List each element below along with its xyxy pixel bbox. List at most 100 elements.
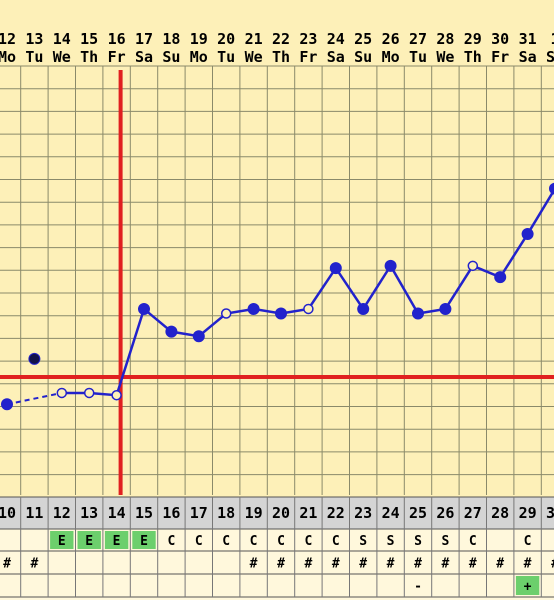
weekday-label: Fr [108, 48, 126, 66]
weekday-label: Sa [135, 48, 153, 66]
data-point [165, 325, 178, 338]
series-dashed-segment [6, 391, 63, 406]
cycle-day: 12 [53, 504, 71, 522]
mucus-cell: S [414, 534, 422, 549]
data-point [1, 398, 13, 411]
cycle-day: 29 [519, 504, 537, 522]
data-point [220, 308, 232, 319]
bottom-table: 10 11 12 13 14 15 16 17 18 19 20 21 22 23 24 25 26 27 28 29… [0, 496, 554, 600]
cycle-day: 18 [217, 504, 235, 522]
mucus-cell: C [167, 534, 175, 549]
date-label: 26 [382, 30, 400, 48]
weekday-label: Tu [409, 48, 427, 66]
mucus-cell: E [58, 534, 66, 549]
data-point [357, 302, 370, 315]
mark-cell: # [277, 557, 285, 572]
weekday-label: We [436, 48, 454, 66]
weekday-label: Su [162, 48, 180, 66]
date-label: 22 [272, 30, 290, 48]
mark-cell: # [496, 557, 504, 572]
mark-cell: # [3, 557, 11, 572]
data-point [28, 352, 41, 365]
cycle-day: 30 [546, 504, 554, 522]
data-point [111, 389, 122, 401]
date-label: 19 [190, 30, 208, 48]
weekday-label: Tu [217, 48, 235, 66]
cycle-day: 20 [272, 504, 290, 522]
mucus-cell: S [387, 534, 395, 549]
mark-cell: # [414, 557, 422, 572]
date-label: 17 [135, 30, 153, 48]
date-label: 18 [162, 30, 180, 48]
mucus-cell: C [195, 534, 203, 549]
weekday-label: Su [546, 48, 554, 66]
extra-cell: + [524, 580, 532, 595]
extra-cell: - [414, 580, 422, 595]
mucus-cell: E [140, 534, 148, 549]
date-label: 23 [299, 30, 317, 48]
mark-cell: # [441, 557, 449, 572]
cycle-day: 10 [0, 504, 16, 522]
data-point [439, 302, 452, 315]
mark-cell: # [30, 557, 38, 572]
data-point [494, 271, 507, 284]
weekday-label: Sa [519, 48, 537, 66]
weekday-label: Mo [190, 48, 208, 66]
data-point [56, 387, 68, 399]
cycle-day: 15 [135, 504, 153, 522]
weekday-label: Mo [0, 48, 16, 66]
data-point [303, 303, 314, 315]
cycle-day: 25 [409, 504, 427, 522]
weekday-label: Th [272, 48, 290, 66]
mucus-cell: C [222, 534, 230, 549]
weekday-label: We [245, 48, 263, 66]
date-header: 12Mo13Tu14We15Th16Fr17Sa18Su19Mo20Tu21We… [0, 30, 554, 66]
data-point [549, 182, 554, 195]
mucus-cell: S [441, 534, 449, 549]
cycle-day: 27 [464, 504, 482, 522]
weekday-label: Th [80, 48, 98, 66]
weekday-label: Su [354, 48, 372, 66]
data-point [467, 260, 479, 272]
date-label: 13 [25, 30, 43, 48]
mark-cell: # [524, 557, 532, 572]
weekday-label: Mo [382, 48, 400, 66]
date-label: 12 [0, 30, 16, 48]
reference-lines [0, 70, 554, 495]
mark-cell: # [359, 557, 367, 572]
data-point [412, 307, 424, 320]
mucus-cell: C [250, 534, 258, 549]
mucus-cell: E [113, 534, 121, 549]
mucus-cell-highlight [50, 531, 74, 549]
data-point [138, 302, 150, 315]
mucus-cell: C [304, 534, 312, 549]
date-label: 20 [217, 30, 235, 48]
weekday-label: Tu [25, 48, 43, 66]
mucus-cell-highlight [132, 531, 156, 549]
mark-cell: # [250, 557, 258, 572]
cycle-day: 23 [354, 504, 372, 522]
data-point [247, 302, 260, 315]
data-point [329, 262, 342, 275]
date-label: 29 [464, 30, 482, 48]
date-label: 24 [327, 30, 345, 48]
date-label: 1 [550, 30, 554, 48]
temperature-series [1, 182, 554, 411]
data-point [275, 307, 287, 320]
mucus-cell: E [85, 534, 93, 549]
mucus-cell: C [332, 534, 340, 549]
cycle-day: 14 [108, 504, 126, 522]
weekday-label: Fr [491, 48, 509, 66]
cycle-day: 28 [491, 504, 509, 522]
mucus-cell: C [524, 534, 532, 549]
date-label: 15 [80, 30, 98, 48]
weekday-label: We [53, 48, 71, 66]
cycle-day: 11 [25, 504, 43, 522]
mucus-cell: S [359, 534, 367, 549]
cycle-day: 17 [190, 504, 208, 522]
mark-cell: # [551, 557, 554, 572]
date-label: 16 [108, 30, 126, 48]
mark-cell: # [387, 557, 395, 572]
date-label: 21 [245, 30, 263, 48]
